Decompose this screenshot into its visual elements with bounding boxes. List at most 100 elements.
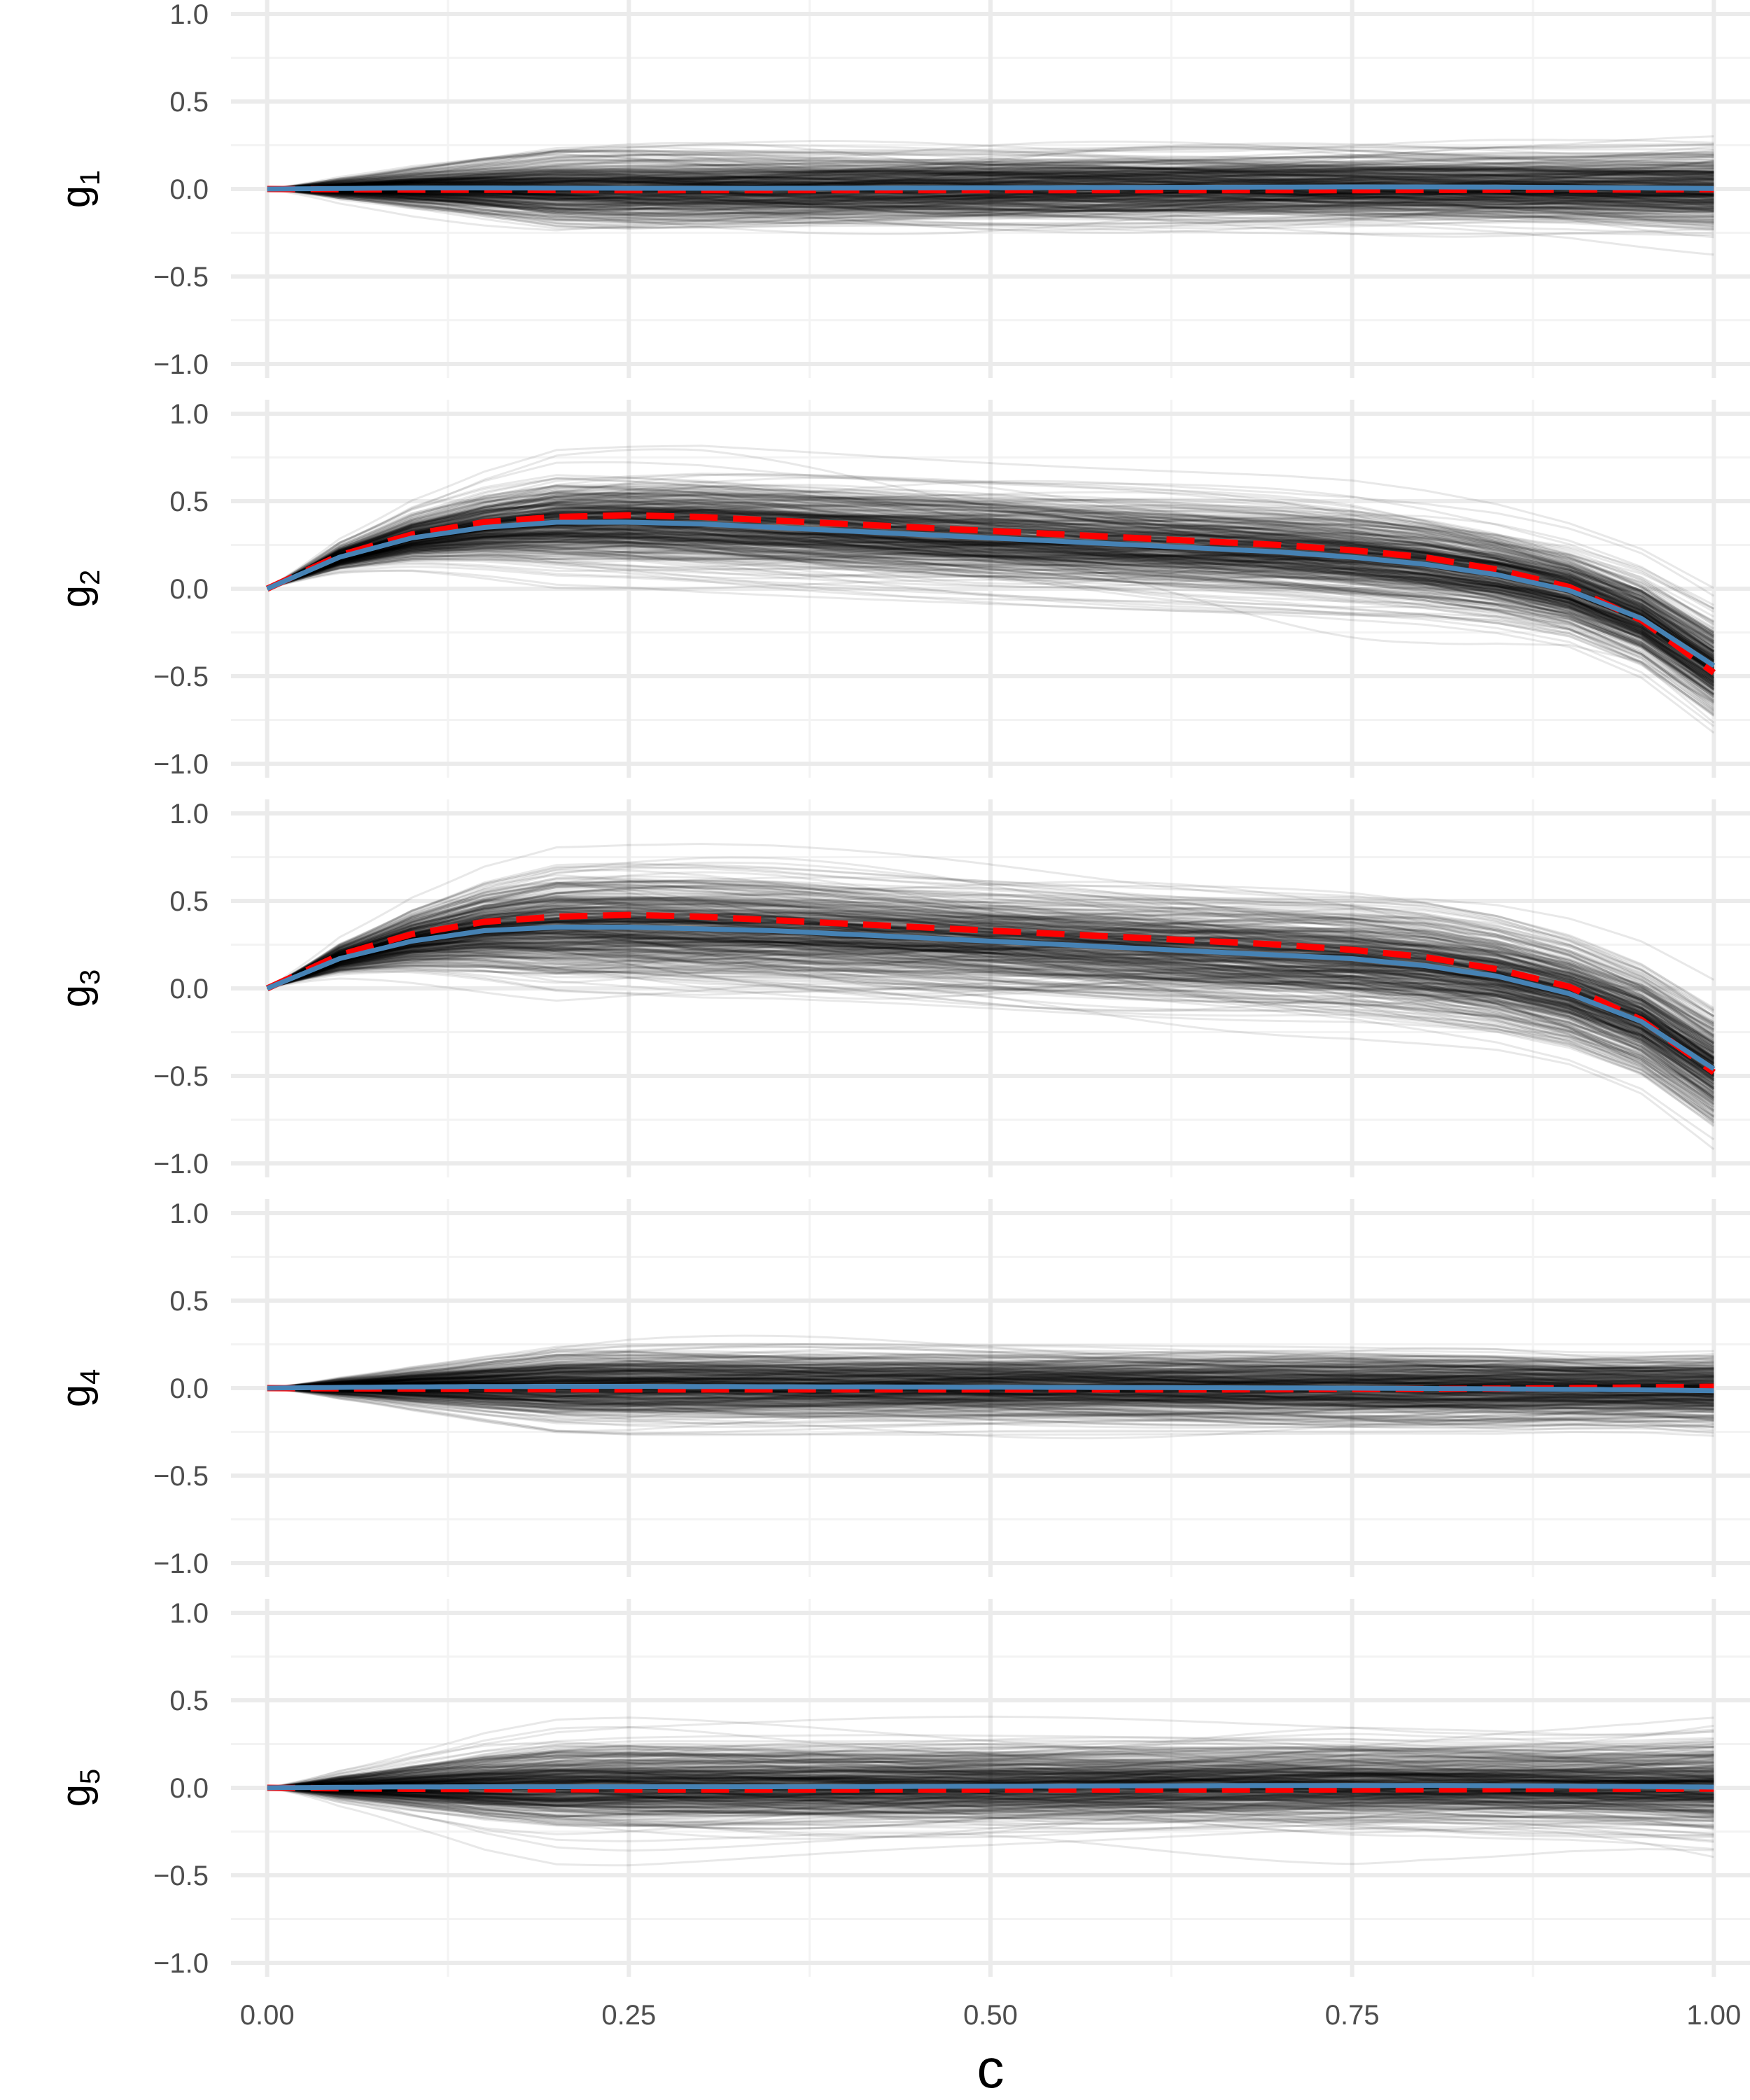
sample-curve (267, 1737, 1714, 1789)
sample-curve (267, 1361, 1714, 1392)
sample-curve (267, 1387, 1714, 1407)
sample-curve (267, 155, 1714, 190)
sample-curve (267, 1749, 1714, 1789)
sample-curve (267, 923, 1715, 1065)
sample-curve (267, 188, 1714, 211)
sample-curve (267, 921, 1715, 1084)
sample-curve (267, 1768, 1714, 1789)
sample-curve (267, 531, 1715, 685)
sample-curve (267, 188, 1714, 213)
sample-curve (267, 557, 1715, 715)
sample-curve (267, 1759, 1714, 1789)
sample-curve (267, 172, 1714, 190)
sample-curve (267, 528, 1715, 680)
sample-curve (267, 169, 1714, 211)
sample-curve (267, 931, 1715, 1102)
sample-curve (267, 1364, 1714, 1390)
sample-curve (267, 187, 1714, 212)
sample-curve (267, 1771, 1714, 1789)
sample-curve (267, 186, 1714, 203)
sample-curve (267, 1351, 1714, 1390)
solid-series-line (267, 1384, 1714, 1394)
sample-curve (267, 947, 1715, 1099)
sample-curve (267, 905, 1715, 1045)
sample-curve (267, 903, 1715, 1040)
sample-curve (267, 1368, 1714, 1390)
sample-curve (267, 1371, 1714, 1390)
sample-curve (267, 911, 1715, 1054)
sample-curve (267, 944, 1715, 1078)
sample-curve (267, 167, 1714, 190)
sample-curve (267, 158, 1714, 190)
sample-curve (267, 1777, 1714, 1828)
sample-curve (267, 1348, 1714, 1390)
sample-curve (267, 956, 1715, 1094)
sample-curve (267, 1353, 1714, 1390)
sample-curve (267, 1746, 1714, 1789)
sample-curve (267, 536, 1715, 682)
sample-curve (267, 1786, 1714, 1799)
sample-curve (267, 895, 1715, 1049)
sample-curve (267, 953, 1715, 1101)
sample-curve (266, 489, 1715, 626)
sample-curve (267, 1732, 1714, 1789)
sample-curve (267, 536, 1715, 698)
sample-curve (267, 172, 1714, 209)
sample-curve (267, 546, 1715, 691)
sample-curve (267, 543, 1715, 692)
sample-curve (267, 1754, 1714, 1789)
sample-curve (267, 545, 1715, 687)
sample-curve (267, 532, 1715, 689)
sample-curve (266, 489, 1715, 613)
sample-curve (267, 1786, 1714, 1808)
sample-curve (267, 884, 1715, 1027)
sample-curve (267, 917, 1715, 1059)
sample-curve (267, 170, 1714, 209)
sample-curve (267, 1754, 1714, 1801)
sample-curve (267, 1734, 1714, 1789)
sample-curve (267, 188, 1714, 204)
sample-curve (267, 1764, 1714, 1789)
sample-curve (267, 1387, 1714, 1415)
sample-curve (267, 162, 1714, 190)
sample-curve (267, 1359, 1714, 1390)
sample-curve (267, 956, 1715, 1096)
sample-curve (267, 897, 1715, 1042)
sample-curve (267, 1779, 1714, 1800)
sample-curve (267, 1387, 1714, 1422)
sample-curve (267, 959, 1715, 1116)
sample-curve (267, 188, 1714, 230)
sample-curve (267, 1360, 1714, 1390)
sample-curve (267, 1387, 1714, 1437)
sample-curve (267, 895, 1715, 1046)
sample-curve (267, 902, 1715, 1047)
sample-curve (267, 1387, 1714, 1418)
sample-curve (267, 491, 1715, 633)
sample-curve (267, 540, 1715, 680)
sample-curve (267, 1387, 1714, 1421)
sample-curve (267, 141, 1714, 190)
sample-curve (266, 856, 1715, 1011)
sample-curve (267, 1786, 1714, 1867)
dashed-series-line (265, 911, 1716, 1075)
sample-curve (267, 160, 1714, 190)
sample-curve (267, 1758, 1714, 1789)
sample-curve (267, 889, 1715, 1031)
sample-curve (267, 533, 1715, 666)
sample-curve (267, 143, 1714, 190)
sample-curve (267, 181, 1714, 217)
sample-curve (267, 903, 1715, 1057)
sample-curve (267, 1786, 1714, 1823)
sample-curve (267, 1786, 1714, 1819)
sample-curve (267, 1387, 1714, 1407)
sample-curve (267, 1375, 1714, 1390)
sample-curve (267, 164, 1714, 208)
sample-curve (267, 505, 1715, 650)
sample-curve (267, 503, 1715, 640)
sample-curve (267, 892, 1715, 1044)
sample-curve (267, 1376, 1714, 1394)
sample-curve (267, 1363, 1714, 1390)
sample-curve (267, 516, 1715, 684)
sample-curve (267, 935, 1715, 1074)
